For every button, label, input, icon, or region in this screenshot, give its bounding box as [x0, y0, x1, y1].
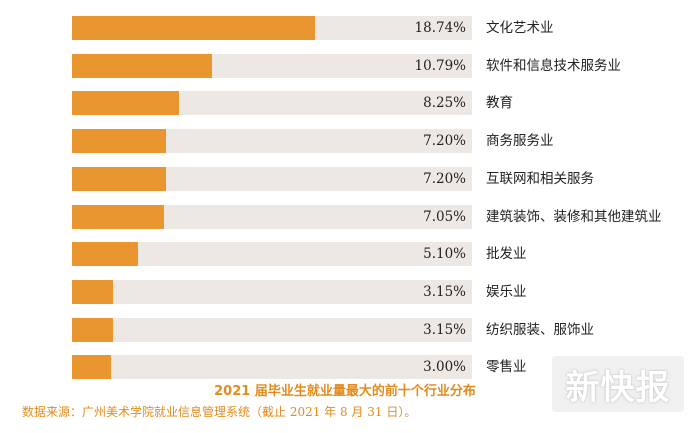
- category-label: 纺织服装、服饰业: [486, 322, 594, 338]
- bar-value-label: 5.10%: [423, 246, 466, 262]
- watermark-text: 新快报: [565, 367, 671, 408]
- chart-title: 2021 届毕业生就业量最大的前十个行业分布: [214, 384, 476, 399]
- category-label: 软件和信息技术服务业: [486, 58, 621, 74]
- category-label: 建筑装饰、装修和其他建筑业: [486, 209, 662, 225]
- category-label: 教育: [486, 95, 513, 111]
- bar-value-label: 3.15%: [423, 284, 466, 300]
- category-label: 娱乐业: [486, 284, 527, 300]
- bar: [72, 91, 180, 115]
- bar-value-label: 3.15%: [423, 322, 466, 338]
- bar-track: [72, 355, 472, 379]
- bar-value-label: 18.74%: [414, 20, 466, 36]
- watermark-logo: 新快报: [552, 356, 684, 412]
- bar-value-label: 10.79%: [414, 58, 466, 74]
- data-source-note: 数据来源：广州美术学院就业信息管理系统（截止 2021 年 8 月 31 日）。: [22, 405, 417, 419]
- bar-value-label: 7.05%: [423, 209, 466, 225]
- category-label: 商务服务业: [486, 133, 554, 149]
- bar: [72, 54, 213, 78]
- bar: [72, 16, 316, 40]
- bar: [72, 129, 166, 153]
- bar-track: [72, 318, 472, 342]
- category-label: 零售业: [486, 359, 527, 375]
- bar-value-label: 7.20%: [423, 171, 466, 187]
- bar: [72, 242, 139, 266]
- bar-value-label: 8.25%: [423, 95, 466, 111]
- bar-track: [72, 242, 472, 266]
- bar: [72, 280, 113, 304]
- bar-value-label: 3.00%: [423, 359, 466, 375]
- bar: [72, 355, 111, 379]
- bar: [72, 205, 164, 229]
- bar-value-label: 7.20%: [423, 133, 466, 149]
- bar: [72, 318, 113, 342]
- category-label: 文化艺术业: [486, 20, 554, 36]
- category-label: 批发业: [486, 246, 527, 262]
- category-label: 互联网和相关服务: [486, 171, 594, 187]
- bar-track: [72, 280, 472, 304]
- bar: [72, 167, 166, 191]
